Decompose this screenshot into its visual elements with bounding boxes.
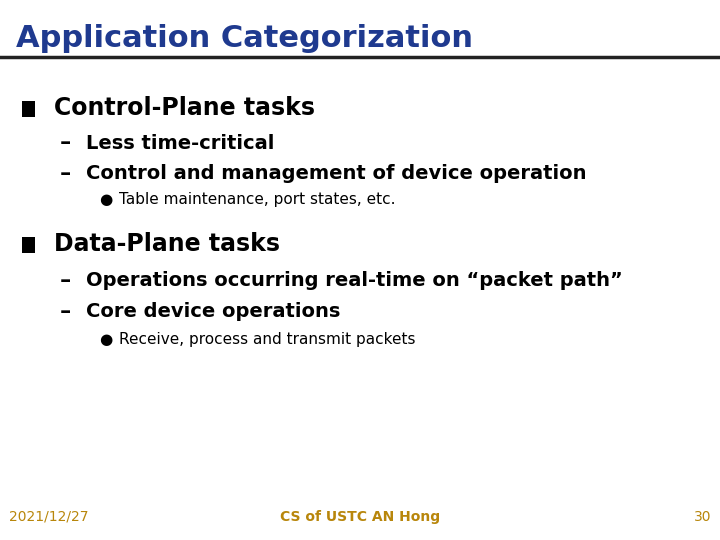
- Text: CS of USTC AN Hong: CS of USTC AN Hong: [280, 510, 440, 524]
- Text: –: –: [60, 133, 71, 153]
- Bar: [22, 101, 35, 117]
- Text: –: –: [60, 164, 71, 184]
- Text: ●: ●: [99, 192, 112, 207]
- Text: 2021/12/27: 2021/12/27: [9, 510, 88, 524]
- Text: Control-Plane tasks: Control-Plane tasks: [54, 96, 315, 120]
- Text: ●: ●: [99, 332, 112, 347]
- Text: Less time-critical: Less time-critical: [86, 133, 275, 153]
- Text: –: –: [60, 271, 71, 291]
- Text: 30: 30: [694, 510, 711, 524]
- Text: Control and management of device operation: Control and management of device operati…: [86, 164, 587, 184]
- Text: –: –: [60, 301, 71, 322]
- Text: Table maintenance, port states, etc.: Table maintenance, port states, etc.: [119, 192, 395, 207]
- Text: Data-Plane tasks: Data-Plane tasks: [54, 232, 280, 256]
- Text: Operations occurring real-time on “packet path”: Operations occurring real-time on “packe…: [86, 271, 623, 291]
- Text: Core device operations: Core device operations: [86, 302, 341, 321]
- Text: Application Categorization: Application Categorization: [16, 24, 473, 53]
- Bar: [22, 237, 35, 253]
- Text: Receive, process and transmit packets: Receive, process and transmit packets: [119, 332, 415, 347]
